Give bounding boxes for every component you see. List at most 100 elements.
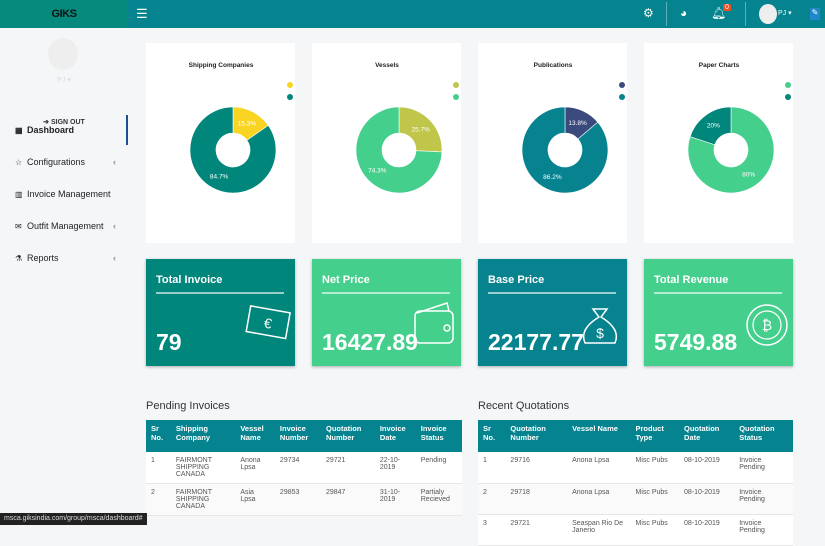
wallet-icon [414, 302, 454, 344]
donut-chart: 15.3% 84.7% [189, 82, 293, 194]
chevron-left-icon: ‹ [113, 253, 116, 263]
sign-out-button[interactable]: ➔ SIGN OUT [43, 119, 85, 126]
table-cell: Pending [415, 452, 462, 484]
gear-icon[interactable]: ⚙ [643, 6, 654, 20]
table-cell: Invoice Pending [734, 483, 793, 515]
legend-dot[interactable] [453, 94, 459, 100]
column-header: Invoice Number [274, 420, 321, 452]
table-row[interactable]: 1 FAIRMONT SHIPPING CANADA Anona Lpsa 29734… [146, 452, 462, 484]
table-cell: 22-10-2019 [374, 452, 416, 484]
divider [745, 2, 746, 26]
sidebar: PJ ▾ ➔ SIGN OUT ▦ Dashboard ☆ Configuration… [0, 28, 128, 525]
grid-icon: ▦ [15, 125, 23, 135]
donut-chart: 13.8% 86.2% [521, 82, 625, 194]
table-cell: 29853 [274, 483, 321, 516]
table-cell: 29721 [505, 514, 568, 546]
table-row[interactable]: 1 29716 Anona Lpsa Misc Pubs 08-10-2019 Invoi… [478, 452, 793, 484]
logo[interactable]: GIKS [0, 0, 128, 28]
slice-label: 74.3% [368, 168, 387, 175]
chart-title: Publications [533, 62, 573, 69]
chart-title: Paper Charts [698, 62, 740, 69]
table-cell: Partialy Recieved [415, 483, 462, 516]
table-cell: 1 [146, 452, 171, 484]
legend-dot[interactable] [619, 82, 625, 88]
legend-dot[interactable] [453, 82, 459, 88]
money-bag-icon: $ [582, 308, 618, 344]
divider [666, 2, 667, 26]
table-cell: 08-10-2019 [678, 483, 735, 515]
pie-slice[interactable] [189, 106, 277, 194]
pie-slice[interactable] [521, 106, 609, 194]
notification-badge: 0 [723, 4, 731, 11]
column-header: Sr No. [146, 420, 171, 452]
column-header: Sr No. [478, 420, 506, 452]
table-cell: Asia Lpsa [235, 483, 275, 516]
sidebar-item-invoice-management[interactable]: ▥ Invoice Management [15, 189, 111, 199]
bell-icon[interactable]: 🔔︎ [711, 6, 727, 20]
star-icon: ☆ [15, 157, 23, 167]
legend-dot[interactable] [287, 94, 293, 100]
column-header: Invoice Status [415, 420, 462, 452]
table-cell: 2 [146, 483, 171, 516]
table-header-row: Sr No. Shipping Company Vessel Name Invoice… [146, 420, 462, 452]
sidebar-item-configurations[interactable]: ☆ Configurations ‹ [15, 157, 116, 167]
bar-chart-icon: ▥ [15, 189, 23, 199]
chevron-left-icon: ‹ [113, 221, 116, 231]
column-header: Vessel Name [235, 420, 275, 452]
legend-dot[interactable] [287, 82, 293, 88]
chart-card: Publications 13.8% 86.2% [478, 43, 627, 243]
column-header: Shipping Company [170, 420, 236, 452]
status-bar-url: msca.giksindia.com/group/msca/dashboard# [0, 513, 147, 525]
legend-dot[interactable] [785, 82, 791, 88]
user-menu[interactable]: PJ ▾ [778, 10, 792, 17]
sidebar-item-reports[interactable]: ⚗ Reports ‹ [15, 253, 116, 263]
column-header: Product Type [630, 420, 679, 452]
table-cell: Invoice Pending [734, 514, 793, 546]
table-cell: Anona Lpsa [567, 452, 631, 484]
stat-card-base-price: Base Price 22177.77 $ [478, 259, 627, 366]
menu-toggle-icon[interactable]: ☰ [136, 6, 148, 21]
column-header: Quotation Date [678, 420, 735, 452]
top-bar [0, 0, 825, 28]
column-header: Quotation Number [320, 420, 375, 452]
pending-invoices-table: Sr No. Shipping Company Vessel Name Invoice… [146, 420, 462, 516]
donut-chart: 80% 20% [687, 82, 791, 194]
recent-quotations-title: Recent Quotations [478, 400, 570, 412]
table-cell: FAIRMONT SHIPPING CANADA [170, 452, 236, 484]
table-cell: 08-10-2019 [678, 514, 735, 546]
pie-slice[interactable] [687, 106, 775, 194]
slice-label: 25.7% [411, 126, 430, 133]
chart-title: Vessels [375, 62, 399, 69]
sidebar-item-dashboard[interactable]: ▦ Dashboard [0, 115, 128, 145]
avatar[interactable] [759, 4, 777, 24]
legend-dot[interactable] [619, 94, 625, 100]
table-cell: Anona Lpsa [235, 452, 275, 484]
table-cell: 1 [478, 452, 506, 484]
slice-label: 80% [742, 171, 755, 178]
envelope-icon: ✉ [15, 221, 22, 231]
sidebar-user[interactable]: PJ ▾ [57, 77, 71, 84]
recent-quotations-table: Sr No. Quotation Number Vessel Name Product… [478, 420, 793, 546]
stat-card-total-invoice: Total Invoice 79 € [146, 259, 295, 366]
pie-slice[interactable] [355, 106, 443, 194]
sidebar-item-outfit-management[interactable]: ✉ Outfit Management ‹ [15, 221, 116, 231]
pie-slice[interactable] [398, 106, 443, 153]
chevron-left-icon: ‹ [113, 157, 116, 167]
table-cell: Seaspan Rio De Janerio [567, 514, 631, 546]
table-header-row: Sr No. Quotation Number Vessel Name Product… [478, 420, 793, 452]
table-cell: 29716 [505, 452, 568, 484]
table-row[interactable]: 3 29721 Seaspan Rio De Janerio Misc Pubs 08-… [478, 514, 793, 546]
table-cell: FAIRMONT SHIPPING CANADA [170, 483, 236, 516]
edit-icon[interactable]: ✎ [810, 8, 820, 20]
pie-slice[interactable] [689, 106, 732, 146]
table-row[interactable]: 2 FAIRMONT SHIPPING CANADA Asia Lpsa 29853 2… [146, 483, 462, 516]
flask-icon: ⚗ [15, 253, 23, 263]
table-row[interactable]: 2 29718 Anona Lpsa Misc Pubs 08-10-2019 Invoi… [478, 483, 793, 515]
stat-card-net-price: Net Price 16427.89 [312, 259, 461, 366]
globe-icon[interactable]: ◕ [680, 6, 688, 20]
legend-dot[interactable] [785, 94, 791, 100]
table-cell: 3 [478, 514, 506, 546]
donut-chart: 25.7% 74.3% [355, 82, 459, 194]
chart-title: Shipping Companies [188, 62, 254, 69]
column-header: Quotation Number [505, 420, 568, 452]
